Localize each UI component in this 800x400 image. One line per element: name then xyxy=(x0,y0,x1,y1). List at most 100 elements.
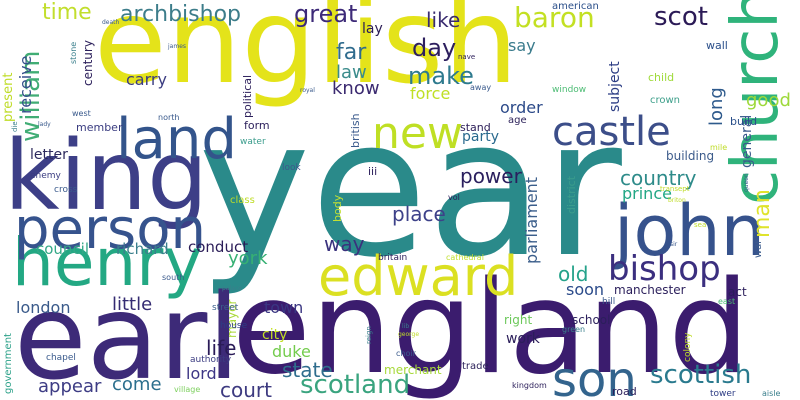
word-colony: colony xyxy=(683,332,693,363)
word-english: english xyxy=(94,0,519,110)
word-north: north xyxy=(158,113,180,122)
word-road: road xyxy=(612,385,637,398)
word-palace: palace xyxy=(222,285,242,292)
word-water: water xyxy=(240,137,266,147)
word-look: look xyxy=(282,163,301,173)
word-conduct: conduct xyxy=(188,238,249,256)
word-tower: tower xyxy=(710,389,736,399)
word-richard: richard xyxy=(116,240,169,258)
word-far: far xyxy=(336,40,367,65)
word-east: east xyxy=(718,297,736,306)
word-political: political xyxy=(241,74,254,118)
word-enemy: enemy xyxy=(30,171,61,181)
word-good: good xyxy=(746,90,791,111)
word-building: building xyxy=(666,149,715,163)
word-green: green xyxy=(562,325,586,334)
word-vol: vol xyxy=(448,193,460,202)
word-law: law xyxy=(336,62,367,83)
word-authority: authority xyxy=(190,355,232,365)
word-man: man xyxy=(750,189,775,238)
word-land: land xyxy=(116,107,237,172)
word-act: act xyxy=(728,285,747,299)
word-choir: choir xyxy=(396,349,416,358)
word-long: long xyxy=(706,87,727,126)
word-briton: briton xyxy=(668,197,686,204)
word-court: court xyxy=(220,378,272,400)
word-form: form xyxy=(244,119,270,132)
word-war: war xyxy=(753,239,764,258)
word-way: way xyxy=(324,232,365,256)
word-place: place xyxy=(392,202,446,226)
word-son: son xyxy=(552,352,637,400)
word-queen: queen xyxy=(743,173,750,192)
word-kingdom: kingdom xyxy=(512,381,547,390)
word-bishop: bishop xyxy=(608,249,721,289)
word-trade: trade xyxy=(462,361,489,372)
word-london: london xyxy=(16,298,71,317)
word-power: power xyxy=(460,164,522,188)
word-crown: crown xyxy=(650,95,681,106)
word-baron: baron xyxy=(514,1,595,34)
word-reign: reign xyxy=(365,326,373,344)
word-child: child xyxy=(648,71,675,84)
word-make: make xyxy=(408,62,474,90)
word-sea: sea xyxy=(694,221,707,229)
word-away: away xyxy=(470,83,492,92)
word-stand: stand xyxy=(460,121,491,134)
word-scotland: scotland xyxy=(300,370,411,400)
word-appear: appear xyxy=(38,376,102,397)
word-town: town xyxy=(264,298,304,317)
word-receive: receive xyxy=(16,55,35,114)
word-wall: wall xyxy=(706,39,728,52)
word-age: age xyxy=(508,115,527,126)
word-soon: soon xyxy=(566,280,605,299)
word-right: right xyxy=(504,313,533,327)
word-member: member xyxy=(76,121,123,134)
word-house: house xyxy=(220,321,248,331)
word-john: john xyxy=(614,190,766,272)
word-work: work xyxy=(506,331,540,347)
word-know: know xyxy=(332,78,380,99)
word-james: james xyxy=(168,43,187,50)
word-scottish: scottish xyxy=(650,360,752,390)
word-great: great xyxy=(294,0,358,28)
word-castle: castle xyxy=(552,109,671,155)
word-iii: iii xyxy=(368,165,378,178)
word-stone: stone xyxy=(69,41,78,64)
word-cross: cross xyxy=(54,185,78,195)
word-time: time xyxy=(42,0,92,25)
word-city: city xyxy=(262,327,288,343)
word-present: present xyxy=(1,72,16,122)
word-order: order xyxy=(500,98,543,117)
word-edward: edward xyxy=(318,245,519,308)
word-subject: subject xyxy=(607,61,623,112)
word-hill: hill xyxy=(602,297,616,307)
word-chapel: chapel xyxy=(46,353,76,363)
word-little: little xyxy=(112,294,153,315)
word-prince: prince xyxy=(622,184,672,203)
word-life: life xyxy=(206,336,237,360)
word-class: class xyxy=(230,195,255,206)
word-say: say xyxy=(508,36,536,55)
word-year: year xyxy=(198,78,622,299)
word-transept: transept xyxy=(660,185,690,193)
word-country: country xyxy=(620,166,697,190)
word-mile: mile xyxy=(710,143,728,152)
word-council: council xyxy=(36,240,90,258)
word-british: british xyxy=(349,113,362,148)
word-body: body xyxy=(331,194,344,222)
word-street: street xyxy=(212,303,239,313)
word-new: new xyxy=(372,108,463,159)
word-lady: lady xyxy=(38,121,51,128)
word-britain: britain xyxy=(378,253,408,263)
word-aisle: aisle xyxy=(762,389,781,398)
word-parliament: parliament xyxy=(522,176,541,264)
word-build: build xyxy=(730,115,758,128)
word-archbishop: archbishop xyxy=(120,2,241,27)
word-royal: royal xyxy=(300,87,315,94)
word-day: day xyxy=(412,34,457,62)
word-england: england xyxy=(232,254,750,400)
word-manchester: manchester xyxy=(614,283,686,297)
word-die: die xyxy=(11,121,19,132)
